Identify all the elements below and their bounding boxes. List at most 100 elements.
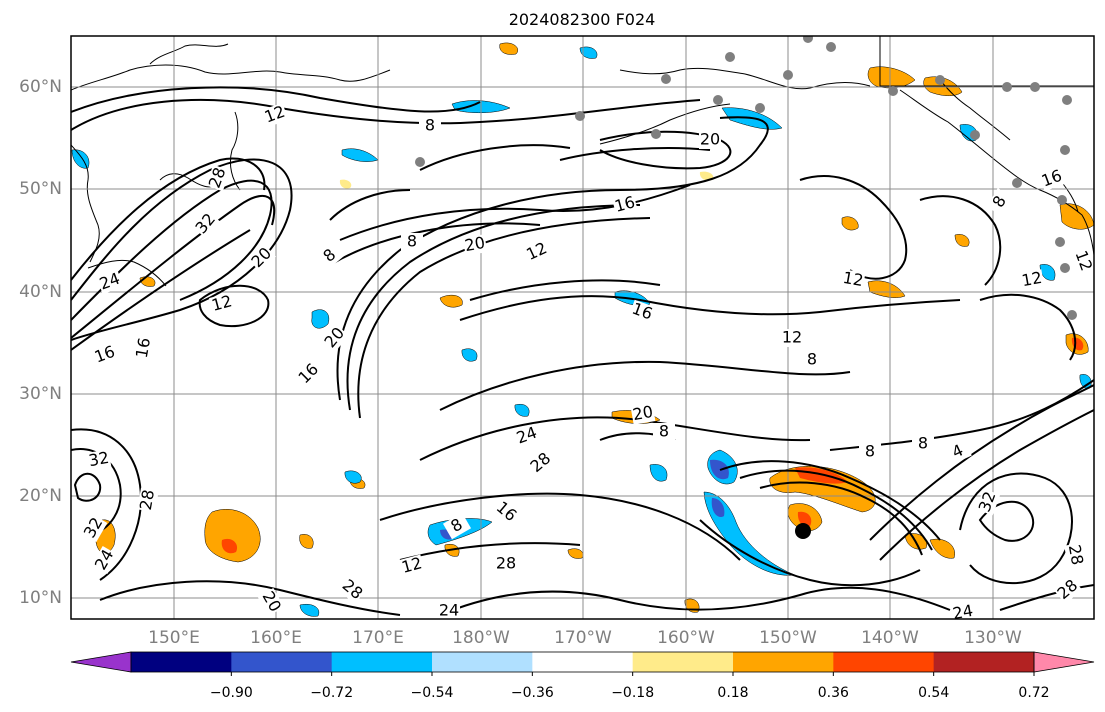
colorbar-tick-label: 0.36 (818, 685, 849, 701)
contour-label-bg (859, 443, 881, 461)
contour-label-bg (630, 403, 656, 425)
contour-label: 12 (782, 328, 802, 347)
contour-label-bg (840, 269, 866, 291)
contour-label-bg (137, 487, 159, 513)
contour-label-bg (80, 513, 108, 543)
contour-label-bg (699, 131, 721, 149)
contour-label-bg (442, 512, 472, 540)
contour-label: 20 (463, 233, 486, 255)
latitude-label: 50°N (19, 179, 62, 199)
contour-lines (71, 86, 1094, 616)
contour-label: 8 (865, 442, 875, 461)
contour-label: 8 (407, 232, 417, 251)
colorbar-over-triangle (1033, 651, 1095, 673)
contour-label-bg (399, 554, 425, 578)
contour-label: 24 (439, 601, 459, 620)
latitude-label: 20°N (19, 486, 62, 506)
contour-label-bg (438, 602, 460, 619)
colorbar-segment (933, 652, 1035, 672)
contour-label-bg (612, 193, 638, 217)
colorbar-segment (833, 652, 935, 672)
contour-label-bg (133, 335, 155, 361)
colorbar-segment (632, 652, 734, 672)
latitude-label: 30°N (19, 384, 62, 404)
contour-label-bg (321, 323, 349, 353)
colorbar-tick-label: −0.18 (611, 685, 654, 701)
contour-label-bg (209, 292, 235, 316)
contour-label: 8 (659, 422, 669, 441)
colorbar-tick-label: 0.18 (717, 685, 748, 701)
contour-label-bg (205, 164, 231, 192)
contour-label: 8 (807, 350, 817, 369)
colorbar-tick-label: −0.54 (411, 685, 454, 701)
longitude-label: 160°W (657, 628, 715, 648)
colorbar-tick-label: 0.72 (1018, 685, 1049, 701)
contour-label: 12 (399, 553, 424, 577)
contour-label-bg (91, 545, 119, 575)
contour-label-bg (462, 234, 488, 256)
colorbar-segment (432, 652, 533, 672)
colorbar-tick-label: −0.90 (210, 685, 253, 701)
longitude-labels: 150°E 160°E 170°E 180°W 170°W 160°W 150°W 140°W… (148, 628, 1022, 648)
contour-label-bg (781, 329, 803, 347)
colorbar (70, 651, 1095, 673)
contour-label-bg (1070, 247, 1094, 275)
latitude-label: 60°N (19, 77, 62, 97)
contour-label-bg (912, 435, 934, 453)
contour-label: 12 (209, 291, 234, 315)
map-frame (70, 35, 1095, 620)
contour-label: 24 (951, 601, 974, 623)
contour-label: 28 (136, 488, 158, 511)
longitude-label: 170°E (352, 628, 404, 648)
latitude-label: 10°N (19, 588, 62, 608)
contour-label-bg (491, 498, 521, 526)
colorbar-segment (231, 652, 333, 672)
contour-label-bg (96, 269, 124, 295)
colorbar-segment (331, 652, 433, 672)
contour-label-bg (86, 449, 112, 471)
contour-label: 28 (1065, 543, 1087, 566)
contour-label-bg (526, 449, 556, 477)
longitude-label: 170°W (554, 628, 612, 648)
contour-label-bg (401, 233, 423, 251)
contour-label-bg (628, 299, 656, 325)
contour-label-bg (1064, 542, 1086, 568)
contour-label: 32 (87, 448, 110, 470)
colorbar-tick-labels: −0.90 −0.72 −0.54 −0.36 −0.18 0.18 0.36 0.54 0.7… (210, 672, 1050, 701)
contour-label: 8 (918, 434, 928, 453)
contour-label-bg (513, 423, 541, 449)
contour-label-bg (1019, 269, 1045, 291)
longitude-label: 160°E (250, 628, 302, 648)
contour-label: 8 (425, 116, 435, 135)
longitude-label: 140°W (861, 628, 919, 648)
contour-label-bg (192, 209, 220, 239)
contour-label: 12 (1072, 248, 1097, 274)
contour-label-bg (975, 488, 1001, 516)
colorbar-tick-label: −0.36 (511, 685, 554, 701)
latitude-labels: 60°N 50°N 40°N 30°N 20°N 10°N (19, 77, 62, 608)
station-dots (415, 36, 1077, 320)
contour-label-bg (337, 576, 367, 604)
figure-title: 2024082300 F024 (509, 10, 656, 29)
colorbar-under-triangle (70, 651, 132, 673)
contour-label: 12 (841, 268, 864, 290)
longitude-label: 130°W (964, 628, 1022, 648)
yellow-shading (339, 171, 714, 189)
contour-label-bg (495, 555, 517, 573)
contour-label-bg (294, 359, 324, 389)
colorbar-tick-label: 0.54 (918, 685, 949, 701)
contour-label-bg (1038, 166, 1066, 192)
colorbar-tick-label: −0.72 (310, 685, 353, 701)
contour-label: 12 (1020, 268, 1043, 290)
longitude-label: 150°E (148, 628, 200, 648)
colorbar-segment (733, 652, 834, 672)
latitude-label: 40°N (19, 282, 62, 302)
contour-label-bg (247, 243, 277, 273)
contour-label-bg (1053, 576, 1083, 604)
colorbar-outline (130, 651, 1035, 673)
contour-label-bg (91, 342, 119, 368)
contour-label: 28 (496, 554, 516, 573)
colorbar-segment (532, 652, 634, 672)
